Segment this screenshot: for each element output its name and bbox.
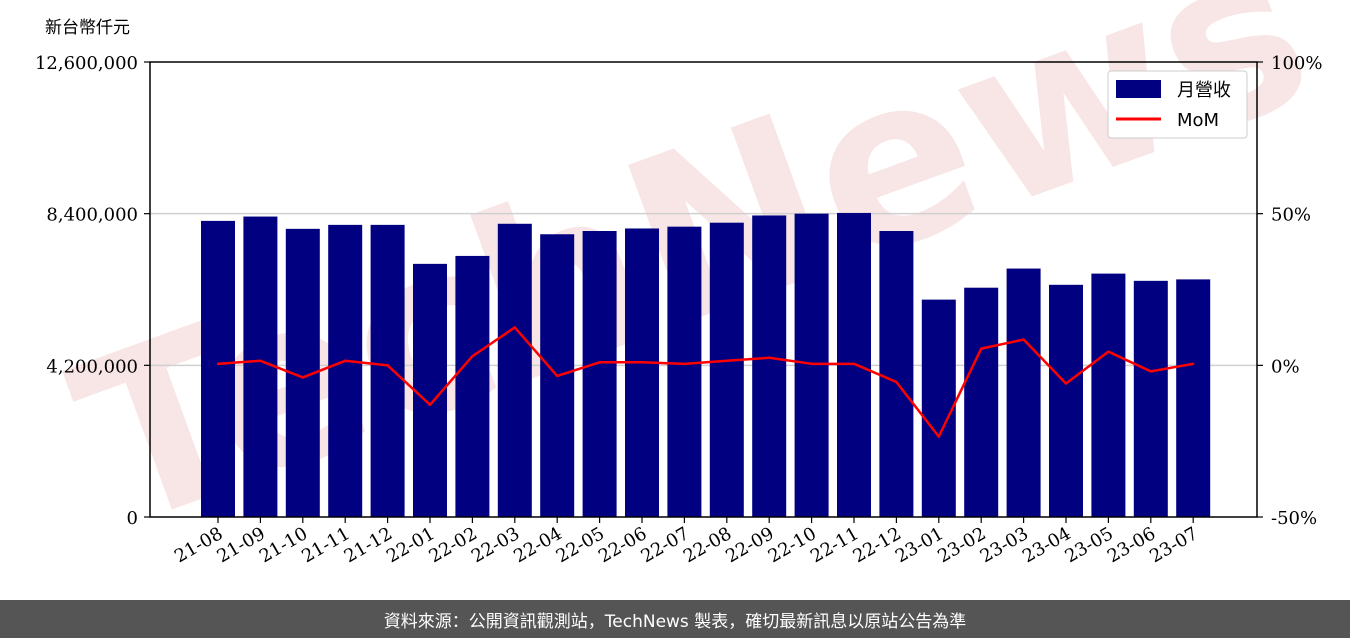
mom-point [386, 364, 389, 367]
mom-point [810, 362, 813, 366]
mom-point [1149, 370, 1153, 373]
bar [625, 228, 659, 517]
x-tick-label: 22-10 [765, 523, 820, 567]
y-left-tick-label: 12,600,000 [35, 53, 138, 74]
mom-point [513, 326, 516, 329]
mom-point [768, 356, 771, 359]
mom-point [1192, 362, 1195, 366]
legend-swatch-revenue [1116, 80, 1161, 98]
bars [201, 212, 1211, 518]
x-tick-label: 23-01 [892, 523, 947, 567]
x-tick-label: 22-11 [807, 523, 862, 567]
legend: 月營收 MoM [1107, 70, 1248, 139]
bar [1006, 268, 1041, 517]
y-right-tick-label: 50% [1271, 205, 1311, 226]
bar [794, 213, 829, 517]
mom-point [1107, 350, 1110, 353]
bar [1176, 279, 1211, 517]
y-left-unit-label: 新台幣仟元 [45, 18, 130, 38]
mom-point [937, 435, 940, 438]
bar [752, 215, 787, 517]
x-tick-label: 22-07 [637, 523, 692, 567]
x-tick-label: 22-02 [425, 523, 480, 567]
mom-point [640, 361, 644, 364]
mom-point [556, 374, 559, 378]
mom-point [895, 380, 898, 384]
x-tick-label: 22-12 [849, 523, 904, 567]
y-left-tick-label: 0 [127, 508, 138, 529]
x-tick-label: 23-07 [1146, 523, 1201, 567]
mom-line-layer [216, 326, 1195, 438]
mom-point [259, 359, 262, 362]
mom-line [217, 326, 1194, 438]
x-tick-label: 22-01 [383, 523, 438, 567]
bar [709, 222, 744, 517]
bar [328, 224, 363, 517]
y-right-axis: -50% 0% 50% 100% [1257, 53, 1322, 529]
bar [1049, 284, 1083, 517]
x-tick-label: 22-06 [595, 523, 650, 567]
bar [370, 224, 405, 517]
legend-label-mom: MoM [1177, 110, 1219, 131]
y-left-tick-label: 8,400,000 [46, 205, 138, 226]
x-tick-label: 23-03 [977, 523, 1032, 567]
bar [455, 255, 490, 517]
mom-point [852, 362, 856, 366]
bar [1091, 273, 1126, 517]
mom-point [980, 347, 983, 350]
x-tick-label: 22-04 [510, 523, 565, 567]
plot-frame [149, 61, 1258, 518]
source-text: 資料來源：公開資訊觀測站，TechNews 製表，確切最新訊息以原站公告為準 [383, 611, 967, 632]
x-tick-label: 22-05 [553, 523, 608, 567]
mom-point [344, 359, 347, 362]
mom-point [301, 376, 304, 379]
y-right-tick-label: 100% [1271, 53, 1322, 74]
bar [243, 216, 278, 518]
x-tick-label: 21-11 [298, 523, 353, 567]
mom-point [683, 362, 686, 366]
mom-point [216, 362, 220, 366]
bar [1133, 280, 1168, 517]
x-tick-label: 22-09 [722, 523, 777, 567]
bar [667, 226, 702, 517]
y-left-tick-label: 4,200,000 [46, 356, 138, 377]
mom-point [725, 359, 728, 362]
source-footer: 資料來源：公開資訊觀測站，TechNews 製表，確切最新訊息以原站公告為準 [0, 600, 1350, 638]
x-tick-label: 23-04 [1019, 523, 1074, 567]
x-tick-label: 21-12 [341, 523, 396, 567]
y-right-tick-label: -50% [1271, 508, 1317, 529]
bar [201, 220, 235, 517]
x-tick-label: 23-02 [934, 523, 989, 567]
x-tick-label: 23-06 [1104, 523, 1159, 567]
mom-point [598, 361, 601, 364]
mom-point [428, 403, 432, 406]
bar [921, 299, 956, 517]
y-right-tick-label: 0% [1271, 356, 1300, 377]
legend-label-revenue: 月營收 [1177, 80, 1231, 101]
x-tick-label: 23-05 [1061, 523, 1116, 567]
mom-point [1064, 382, 1068, 385]
x-axis: 21-0821-0921-1021-1121-1222-0122-0222-03… [171, 517, 1202, 567]
x-tick-label: 22-08 [680, 523, 735, 567]
x-tick-label: 22-03 [468, 523, 523, 567]
bar [879, 231, 914, 517]
y-left-axis: 0 4,200,000 8,400,000 12,600,000 [35, 53, 150, 529]
mom-point [1022, 338, 1025, 341]
bar [582, 231, 617, 517]
mom-point [471, 355, 474, 358]
bar [497, 223, 532, 517]
bar [964, 287, 999, 517]
